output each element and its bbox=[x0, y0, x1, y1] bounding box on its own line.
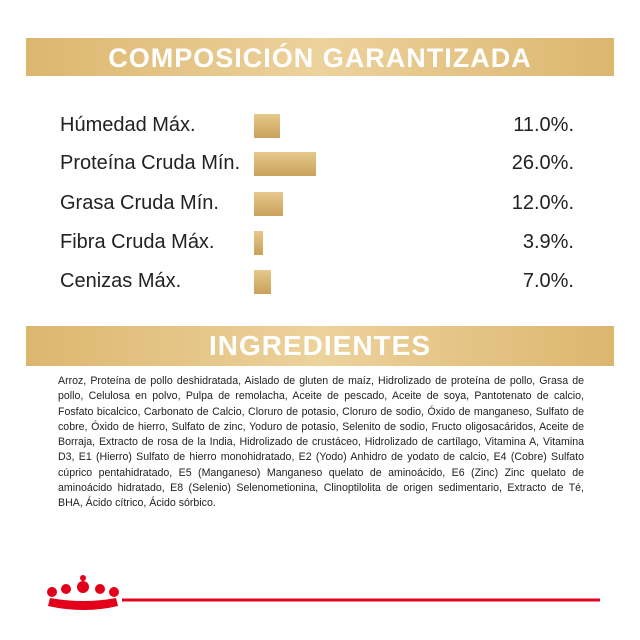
section-header: COMPOSICIÓN GARANTIZADA bbox=[26, 38, 614, 76]
section-header: INGREDIENTES bbox=[26, 326, 614, 366]
bar bbox=[254, 270, 271, 294]
item-value: 12.0%. bbox=[511, 192, 574, 214]
item-label: Proteína Cruda Mín. bbox=[60, 152, 241, 174]
logo bbox=[47, 575, 119, 610]
ingredients-text: Arroz, Proteína de pollo deshidratada, A… bbox=[58, 375, 584, 510]
item-value: 3.9%. bbox=[522, 231, 574, 253]
bar bbox=[254, 114, 281, 138]
item-label: Húmedad Máx. bbox=[60, 114, 196, 136]
item-label: Grasa Cruda Mín. bbox=[60, 192, 219, 214]
bar bbox=[254, 231, 264, 255]
item-label: Cenizas Máx. bbox=[60, 270, 182, 292]
item-value: 7.0%. bbox=[522, 270, 574, 292]
item-value: 11.0%. bbox=[513, 114, 574, 136]
bar bbox=[254, 192, 283, 216]
item-value: 26.0%. bbox=[511, 152, 574, 174]
bar bbox=[254, 152, 317, 176]
item-label: Fibra Cruda Máx. bbox=[60, 231, 215, 253]
